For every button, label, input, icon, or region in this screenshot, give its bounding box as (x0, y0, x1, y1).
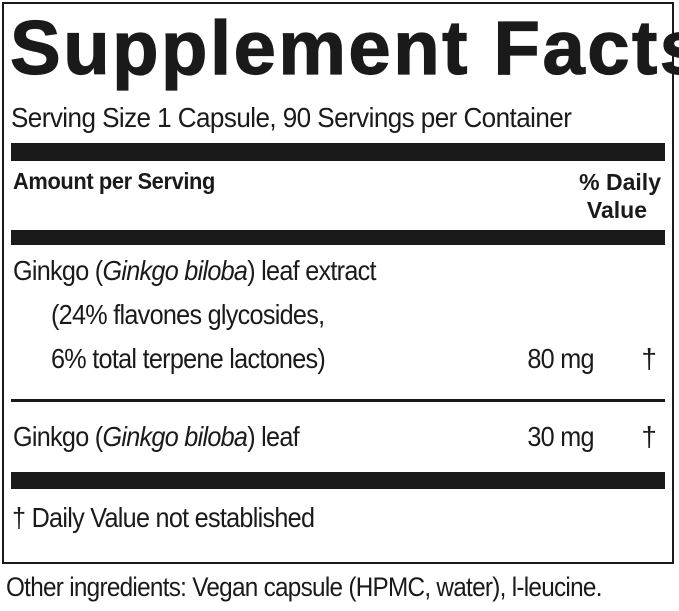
ingredient-name: Ginkgo (Ginkgo biloba) leaf extract (13, 255, 377, 287)
ingredient-detail: (24% flavones glycosides, (51, 299, 325, 330)
ingredient-name-suffix: ) leaf (247, 421, 299, 452)
ingredient-detail: 6% total terpene lactones) (51, 343, 326, 374)
ingredient-name-prefix: Ginkgo ( (13, 255, 103, 286)
other-ingredients: Other ingredients: Vegan capsule (HPMC, … (6, 572, 602, 602)
thin-divider (11, 399, 665, 402)
ingredient-name-suffix: ) leaf extract (247, 255, 376, 286)
ingredient-latin-name: Ginkgo biloba (102, 421, 248, 452)
daily-value-footnote: † Daily Value not established (12, 502, 315, 533)
dagger-mark: † (641, 421, 657, 452)
ingredient-name: Ginkgo (Ginkgo biloba) leaf (13, 421, 300, 453)
amount-per-serving-header: Amount per Serving (13, 168, 215, 194)
ingredient-amount: 30 mg (527, 421, 595, 452)
label-title: Supplement Facts (9, 5, 679, 91)
supplement-facts-panel (2, 2, 674, 564)
daily-value-header-line1: % Daily (579, 169, 661, 195)
thick-divider (11, 472, 665, 489)
ingredient-amount: 80 mg (527, 343, 595, 374)
thick-divider (11, 230, 665, 245)
daily-value-header: % Daily Value (579, 168, 661, 224)
ingredient-name-prefix: Ginkgo ( (13, 421, 103, 452)
daily-value-header-line2: Value (586, 197, 647, 223)
serving-info: Serving Size 1 Capsule, 90 Servings per … (11, 102, 572, 133)
ingredient-latin-name: Ginkgo biloba (102, 255, 248, 286)
dagger-mark: † (641, 343, 657, 374)
thick-divider (11, 143, 665, 161)
